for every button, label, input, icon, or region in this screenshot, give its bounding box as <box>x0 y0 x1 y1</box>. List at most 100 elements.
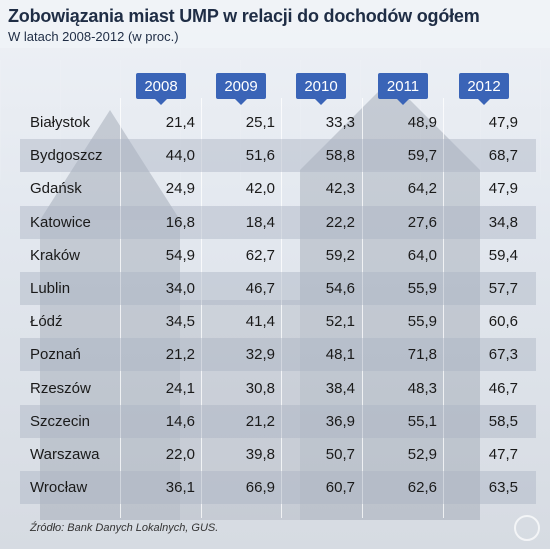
chart-title: Zobowiązania miast UMP w relacji do doch… <box>8 6 480 26</box>
value-cell-2008: 34,5 <box>165 313 195 331</box>
value-cell-2008: 21,2 <box>165 346 195 364</box>
value-cell-2009: 42,0 <box>245 180 275 198</box>
value-cell-2009: 21,2 <box>245 412 275 430</box>
value-cell-2012: 34,8 <box>488 213 518 231</box>
value-cell-2009: 18,4 <box>245 213 275 231</box>
value-cell-2010: 54,6 <box>325 280 355 297</box>
city-label: Łódź <box>30 313 63 331</box>
value-cell-2012: 68,7 <box>488 147 518 165</box>
value-cell-2009: 41,4 <box>245 313 275 331</box>
table-row: Gdańsk 24,9 42,0 42,3 64,2 47,9 <box>20 172 536 205</box>
table-row: Katowice 16,8 18,4 22,2 27,6 34,8 <box>20 205 536 239</box>
city-label: Białystok <box>30 114 91 131</box>
value-cell-2011: 64,0 <box>407 246 437 264</box>
column-header-2009: 2009 <box>216 73 266 105</box>
table-row: Łódź 34,5 41,4 52,1 55,9 60,6 <box>20 305 536 338</box>
city-label: Rzeszów <box>30 379 91 397</box>
value-cell-2011: 55,1 <box>407 412 437 430</box>
table-row: Warszawa 22,0 39,8 50,7 52,9 47,7 <box>20 438 536 471</box>
value-cell-2008: 54,9 <box>165 246 195 264</box>
value-cell-2010: 52,1 <box>325 313 355 331</box>
value-cell-2008: 34,0 <box>165 280 195 297</box>
city-label: Bydgoszcz <box>30 147 103 165</box>
value-cell-2010: 42,3 <box>325 180 355 198</box>
value-cell-2012: 46,7 <box>488 379 518 397</box>
value-cell-2009: 62,7 <box>245 246 275 264</box>
value-cell-2012: 47,7 <box>488 446 518 463</box>
value-cell-2010: 60,7 <box>325 479 355 497</box>
background-building-right <box>300 170 480 520</box>
value-cell-2010: 48,1 <box>325 346 355 364</box>
column-divider <box>281 98 282 518</box>
value-cell-2011: 27,6 <box>407 213 437 231</box>
table-row: Kraków 54,9 62,7 59,2 64,0 59,4 <box>20 239 536 272</box>
column-header-2010: 2010 <box>296 73 346 105</box>
table-row: Szczecin 14,6 21,2 36,9 55,1 58,5 <box>20 404 536 438</box>
city-label: Lublin <box>30 280 71 297</box>
table-row: Rzeszów 24,1 30,8 38,4 48,3 46,7 <box>20 372 536 405</box>
value-cell-2012: 67,3 <box>488 346 518 364</box>
city-label: Poznań <box>30 346 81 364</box>
value-cell-2010: 58,8 <box>325 147 355 165</box>
city-label: Kraków <box>30 246 81 264</box>
city-label: Wrocław <box>30 479 88 497</box>
column-header-2008: 2008 <box>136 73 186 105</box>
source-note: Źródło: Bank Danych Lokalnych, GUS. <box>30 522 219 534</box>
value-cell-2008: 22,0 <box>165 446 195 463</box>
value-cell-2010: 59,2 <box>325 246 355 264</box>
table-row: Białystok 21,4 25,1 33,3 48,9 47,9 <box>20 106 536 139</box>
value-cell-2008: 24,9 <box>165 180 195 198</box>
column-divider <box>201 98 202 518</box>
value-cell-2008: 16,8 <box>165 213 195 231</box>
value-cell-2008: 21,4 <box>165 114 195 131</box>
column-header-2012: 2012 <box>459 73 509 105</box>
value-cell-2012: 59,4 <box>488 246 518 264</box>
value-cell-2010: 36,9 <box>325 412 355 430</box>
value-cell-2009: 32,9 <box>245 346 275 364</box>
header: Zobowiązania miast UMP w relacji do doch… <box>0 0 550 48</box>
city-label: Katowice <box>30 213 91 231</box>
city-label: Warszawa <box>30 446 100 463</box>
value-cell-2012: 60,6 <box>488 313 518 331</box>
table-row: Poznań 21,2 32,9 48,1 71,8 67,3 <box>20 338 536 372</box>
column-header-2011: 2011 <box>378 73 428 105</box>
table-row: Bydgoszcz 44,0 51,6 58,8 59,7 68,7 <box>20 139 536 173</box>
value-cell-2011: 52,9 <box>407 446 437 463</box>
background-building-mid <box>180 300 300 520</box>
value-cell-2010: 38,4 <box>325 379 355 397</box>
column-divider <box>120 98 121 518</box>
value-cell-2010: 22,2 <box>325 213 355 231</box>
background-texture <box>0 60 550 180</box>
value-cell-2011: 64,2 <box>407 180 437 198</box>
table-row: Lublin 34,0 46,7 54,6 55,9 57,7 <box>20 272 536 305</box>
value-cell-2012: 47,9 <box>488 180 518 198</box>
value-cell-2009: 51,6 <box>245 147 275 165</box>
value-cell-2009: 25,1 <box>245 114 275 131</box>
value-cell-2009: 66,9 <box>245 479 275 497</box>
value-cell-2012: 63,5 <box>488 479 518 497</box>
value-cell-2008: 14,6 <box>165 412 195 430</box>
value-cell-2012: 57,7 <box>488 280 518 297</box>
value-cell-2011: 55,9 <box>407 313 437 331</box>
value-cell-2009: 46,7 <box>245 280 275 297</box>
background-roof-left <box>40 110 180 220</box>
chart-subtitle: W latach 2008-2012 (w proc.) <box>8 29 179 44</box>
value-cell-2011: 59,7 <box>407 147 437 165</box>
value-cell-2011: 71,8 <box>407 346 437 364</box>
value-cell-2012: 47,9 <box>488 114 518 131</box>
value-cell-2008: 24,1 <box>165 379 195 397</box>
value-cell-2011: 48,3 <box>407 379 437 397</box>
background-building-left <box>40 220 180 520</box>
value-cell-2010: 33,3 <box>325 114 355 131</box>
city-label: Szczecin <box>30 412 91 430</box>
value-cell-2010: 50,7 <box>325 446 355 463</box>
value-cell-2011: 62,6 <box>407 479 437 497</box>
value-cell-2011: 48,9 <box>407 114 437 131</box>
value-cell-2011: 55,9 <box>407 280 437 297</box>
value-cell-2012: 58,5 <box>488 412 518 430</box>
value-cell-2009: 39,8 <box>245 446 275 463</box>
logo-icon <box>514 515 540 541</box>
city-label: Gdańsk <box>30 180 82 198</box>
table-row: Wrocław 36,1 66,9 60,7 62,6 63,5 <box>20 471 536 505</box>
